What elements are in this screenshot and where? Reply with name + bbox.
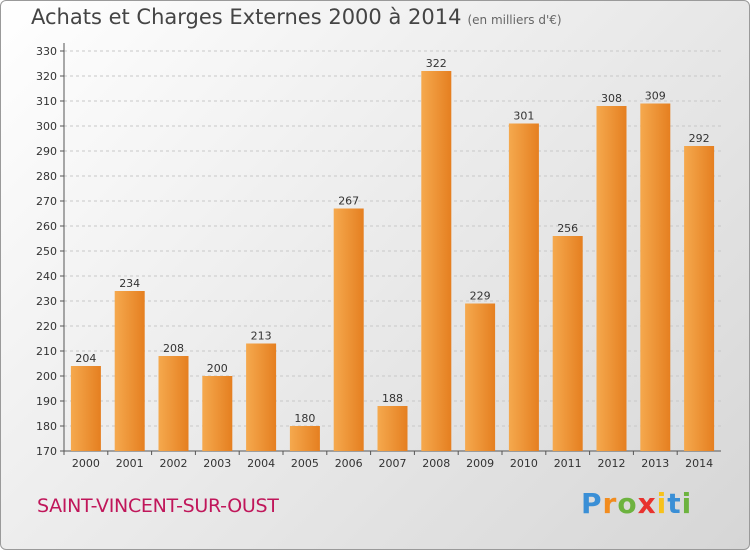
bar-2014: [684, 146, 715, 451]
data-label: 322: [426, 57, 447, 70]
x-tick-label: 2009: [466, 457, 494, 470]
x-tick-label: 2000: [72, 457, 100, 470]
y-tick-label: 300: [36, 120, 57, 133]
y-tick-label: 180: [36, 420, 57, 433]
y-tick-label: 210: [36, 345, 57, 358]
data-label: 180: [294, 412, 315, 425]
logo-letter: i: [656, 487, 668, 520]
x-tick-label: 2014: [685, 457, 713, 470]
bar-2000: [70, 366, 101, 451]
bar-2006: [333, 208, 364, 451]
data-label: 213: [251, 330, 272, 343]
x-tick-label: 2008: [422, 457, 450, 470]
y-tick-label: 320: [36, 70, 57, 83]
bar-2003: [202, 376, 233, 451]
labels: 170 180 190 200 210 220 230 240 250 260 270 280 290 3…: [36, 45, 713, 470]
logo-letter: t: [667, 487, 682, 520]
x-tick-label: 2013: [641, 457, 669, 470]
x-tick-label: 2004: [247, 457, 275, 470]
data-label: 309: [645, 90, 666, 103]
chart-unit: (en milliers d'€): [467, 13, 562, 27]
data-label: 200: [207, 362, 228, 375]
data-label: 229: [470, 290, 491, 303]
bar-2011: [552, 236, 583, 451]
x-tick-label: 2006: [335, 457, 363, 470]
logo-letter: o: [617, 487, 638, 520]
y-tick-label: 270: [36, 195, 57, 208]
x-tick-label: 2007: [379, 457, 407, 470]
x-tick-label: 2005: [291, 457, 319, 470]
x-tick-label: 2010: [510, 457, 538, 470]
x-tick-label: 2003: [203, 457, 231, 470]
bar-2001: [114, 291, 145, 451]
y-tick-label: 290: [36, 145, 57, 158]
y-tick-label: 330: [36, 45, 57, 58]
y-tick-label: 240: [36, 270, 57, 283]
y-tick-label: 260: [36, 220, 57, 233]
data-label: 188: [382, 392, 403, 405]
commune-name: SAINT-VINCENT-SUR-OUST: [37, 495, 279, 517]
data-label: 292: [689, 132, 710, 145]
data-label: 267: [338, 195, 359, 208]
bars: [70, 71, 715, 451]
y-tick-label: 190: [36, 395, 57, 408]
bar-2005: [289, 426, 320, 451]
logo-letter: i: [681, 487, 693, 520]
y-tick-label: 170: [36, 445, 57, 458]
chart-title-text: Achats et Charges Externes 2000 à 2014: [31, 5, 462, 29]
x-tick-label: 2011: [554, 457, 582, 470]
y-tick-label: 280: [36, 170, 57, 183]
chart-title: Achats et Charges Externes 2000 à 2014 (e…: [31, 5, 562, 29]
y-tick-label: 220: [36, 320, 57, 333]
y-tick-label: 230: [36, 295, 57, 308]
bar-2007: [377, 406, 408, 451]
data-label: 234: [119, 277, 140, 290]
y-tick-label: 200: [36, 370, 57, 383]
data-label: 256: [557, 222, 578, 235]
proxiti-logo: Proxiti: [581, 487, 692, 520]
data-label: 301: [513, 110, 534, 123]
bar-2002: [158, 356, 189, 451]
logo-letter: x: [637, 487, 657, 520]
x-tick-label: 2002: [160, 457, 188, 470]
bar-2004: [246, 343, 277, 451]
bar-2012: [596, 106, 627, 451]
data-label: 204: [75, 352, 96, 365]
data-label: 208: [163, 342, 184, 355]
x-tick-label: 2001: [116, 457, 144, 470]
bar-2009: [465, 303, 496, 451]
logo-letter: r: [602, 487, 618, 520]
y-tick-label: 250: [36, 245, 57, 258]
data-label: 308: [601, 92, 622, 105]
bar-2008: [421, 71, 452, 451]
bar-2013: [640, 103, 671, 451]
logo-letter: P: [581, 487, 603, 520]
y-tick-label: 310: [36, 95, 57, 108]
x-tick-label: 2012: [598, 457, 626, 470]
bar-2010: [508, 123, 539, 451]
